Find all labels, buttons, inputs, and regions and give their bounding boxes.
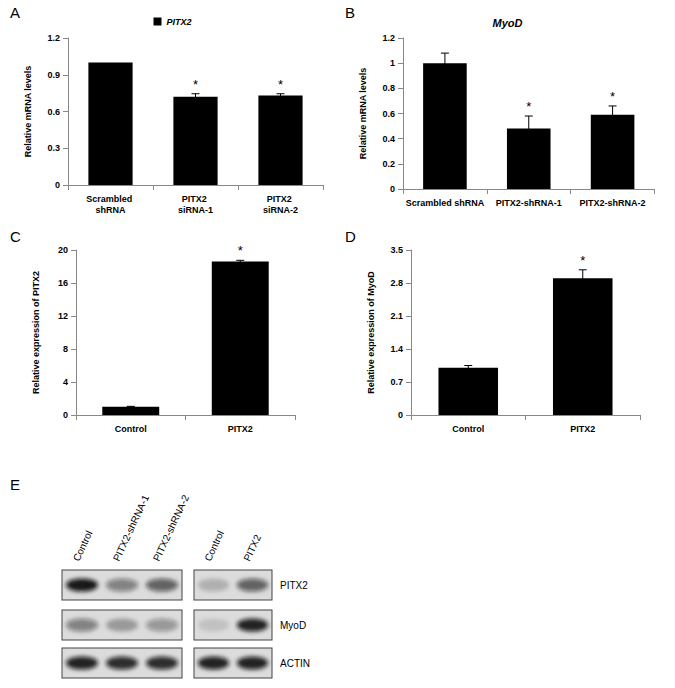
svg-text:*: * xyxy=(278,77,283,92)
svg-text:PITX2-shRNA-1: PITX2-shRNA-1 xyxy=(496,198,562,208)
svg-text:0: 0 xyxy=(55,180,60,190)
svg-text:Control: Control xyxy=(71,529,95,563)
svg-text:0.6: 0.6 xyxy=(47,107,60,117)
svg-text:8: 8 xyxy=(63,344,68,354)
svg-text:1.4: 1.4 xyxy=(390,344,403,354)
svg-text:Control: Control xyxy=(115,424,147,434)
html-text:D: D xyxy=(345,228,356,245)
svg-text:PITX2: PITX2 xyxy=(166,17,191,27)
svg-text:*: * xyxy=(580,253,585,268)
svg-text:0: 0 xyxy=(398,410,403,420)
svg-text:PITX2: PITX2 xyxy=(267,194,295,204)
svg-text:2.8: 2.8 xyxy=(390,278,403,288)
svg-text:PITX2-shRNA-2: PITX2-shRNA-2 xyxy=(580,198,646,208)
svg-text:*: * xyxy=(193,77,198,92)
svg-text:siRNA-1: siRNA-1 xyxy=(178,205,213,215)
svg-text:0.7: 0.7 xyxy=(390,377,403,387)
svg-text:0.8: 0.8 xyxy=(382,83,395,93)
svg-text:Scrambled: Scrambled xyxy=(86,194,135,204)
svg-text:12: 12 xyxy=(58,311,68,321)
svg-text:*: * xyxy=(526,99,531,114)
svg-text:0.3: 0.3 xyxy=(47,143,60,153)
svg-text:4: 4 xyxy=(63,377,68,387)
html-text:C: C xyxy=(10,228,21,245)
svg-text:Relative expression of PITX2: Relative expression of PITX2 xyxy=(31,271,41,394)
svg-text:*: * xyxy=(238,243,243,258)
svg-text:MyoD: MyoD xyxy=(493,17,523,29)
svg-text:PITX2: PITX2 xyxy=(182,194,210,204)
svg-text:ACTIN: ACTIN xyxy=(280,658,310,669)
svg-text:Scrambled shRNA: Scrambled shRNA xyxy=(406,198,485,208)
svg-text:PITX2: PITX2 xyxy=(241,533,263,563)
svg-text:0: 0 xyxy=(390,184,395,194)
svg-text:Relative mRNA levels: Relative mRNA levels xyxy=(358,68,368,160)
svg-text:shRNA: shRNA xyxy=(95,205,126,215)
svg-text:16: 16 xyxy=(58,278,68,288)
svg-text:MyoD: MyoD xyxy=(280,620,306,631)
svg-text:Relative expression of MyoD: Relative expression of MyoD xyxy=(366,271,376,394)
svg-text:Relative mRNA levels: Relative mRNA levels xyxy=(23,66,33,158)
svg-text:0.6: 0.6 xyxy=(382,109,395,119)
svg-text:Control: Control xyxy=(452,424,484,434)
svg-text:1: 1 xyxy=(390,58,395,68)
svg-text:PITX2: PITX2 xyxy=(228,424,253,434)
svg-text:*: * xyxy=(610,89,615,104)
svg-text:PITX2: PITX2 xyxy=(280,580,308,591)
svg-text:0: 0 xyxy=(63,410,68,420)
html-text:B: B xyxy=(345,4,355,21)
svg-text:Control: Control xyxy=(202,529,226,563)
svg-text:20: 20 xyxy=(58,245,68,255)
svg-text:0.4: 0.4 xyxy=(382,134,395,144)
svg-text:3.5: 3.5 xyxy=(390,245,403,255)
svg-text:2.1: 2.1 xyxy=(390,311,403,321)
svg-text:PITX2: PITX2 xyxy=(570,424,595,434)
svg-text:siRNA-2: siRNA-2 xyxy=(263,205,298,215)
svg-text:0.9: 0.9 xyxy=(47,70,60,80)
svg-text:PITX2-shRNA-1: PITX2-shRNA-1 xyxy=(111,493,151,563)
svg-text:0.2: 0.2 xyxy=(382,159,395,169)
svg-text:PITX2-shRNA-2: PITX2-shRNA-2 xyxy=(151,493,191,563)
html-text:A: A xyxy=(10,4,20,21)
html-text:E: E xyxy=(10,476,20,493)
svg-text:1.2: 1.2 xyxy=(382,33,395,43)
svg-text:1.2: 1.2 xyxy=(47,33,60,43)
